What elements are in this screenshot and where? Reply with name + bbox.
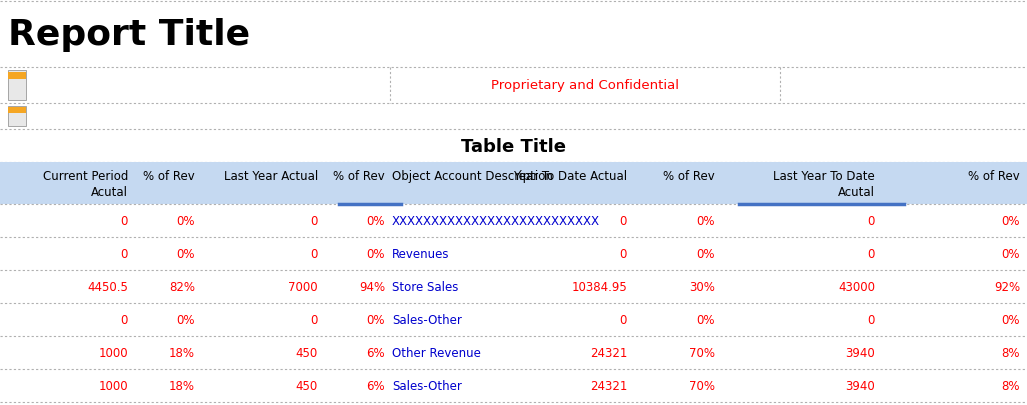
Bar (0, 162, 1027, 205)
Text: 10384.95: 10384.95 (571, 280, 627, 293)
Text: Current Period: Current Period (43, 170, 128, 183)
Text: 1000: 1000 (99, 346, 128, 359)
Bar (8, 108, 26, 114)
Text: 0%: 0% (696, 215, 715, 228)
Text: % of Rev: % of Rev (333, 170, 385, 183)
Text: 0: 0 (868, 247, 875, 260)
Text: 0: 0 (868, 215, 875, 228)
Text: 6%: 6% (367, 346, 385, 359)
Text: 0%: 0% (1001, 247, 1020, 260)
Text: 70%: 70% (689, 346, 715, 359)
Text: 0: 0 (310, 215, 318, 228)
Text: Acutal: Acutal (91, 185, 128, 198)
Text: Proprietary and Confidential: Proprietary and Confidential (491, 79, 679, 92)
Text: 18%: 18% (169, 346, 195, 359)
Bar (8, 73, 26, 80)
Text: 0%: 0% (177, 313, 195, 326)
Text: 82%: 82% (169, 280, 195, 293)
Text: 0: 0 (310, 313, 318, 326)
Text: 8%: 8% (1001, 346, 1020, 359)
Text: Sales-Other: Sales-Other (392, 313, 462, 326)
Text: Revenues: Revenues (392, 247, 450, 260)
Bar (8, 71, 26, 101)
Text: % of Rev: % of Rev (663, 170, 715, 183)
Text: Sales-Other: Sales-Other (392, 379, 462, 392)
Text: % of Rev: % of Rev (968, 170, 1020, 183)
Text: 0: 0 (120, 247, 128, 260)
Text: 8%: 8% (1001, 379, 1020, 392)
Text: 30%: 30% (689, 280, 715, 293)
Text: 450: 450 (296, 346, 318, 359)
Text: 0: 0 (619, 215, 627, 228)
Text: 450: 450 (296, 379, 318, 392)
Text: 18%: 18% (169, 379, 195, 392)
Text: 0%: 0% (696, 247, 715, 260)
Text: 0: 0 (310, 247, 318, 260)
Text: 92%: 92% (994, 280, 1020, 293)
Text: 24321: 24321 (589, 379, 627, 392)
Text: 0%: 0% (1001, 215, 1020, 228)
Text: 70%: 70% (689, 379, 715, 392)
Text: 0%: 0% (696, 313, 715, 326)
Text: Store Sales: Store Sales (392, 280, 458, 293)
Text: 0%: 0% (367, 247, 385, 260)
Text: XXXXXXXXXXXXXXXXXXXXXXXXXX: XXXXXXXXXXXXXXXXXXXXXXXXXX (392, 215, 600, 228)
Text: Report Title: Report Title (8, 18, 251, 52)
Text: Acutal: Acutal (838, 185, 875, 198)
Text: Other Revenue: Other Revenue (392, 346, 481, 359)
Text: 0: 0 (619, 247, 627, 260)
Text: 0: 0 (120, 313, 128, 326)
Text: % of Rev: % of Rev (143, 170, 195, 183)
Text: 43000: 43000 (838, 280, 875, 293)
Text: 0%: 0% (1001, 313, 1020, 326)
Text: 3940: 3940 (845, 346, 875, 359)
Text: 0%: 0% (367, 215, 385, 228)
Bar (8, 107, 26, 127)
Text: 0: 0 (619, 313, 627, 326)
Text: Last Year Actual: Last Year Actual (224, 170, 318, 183)
Text: 6%: 6% (367, 379, 385, 392)
Text: 0: 0 (120, 215, 128, 228)
Text: 3940: 3940 (845, 379, 875, 392)
Text: 0%: 0% (177, 247, 195, 260)
Text: 0%: 0% (177, 215, 195, 228)
Text: 0%: 0% (367, 313, 385, 326)
Text: 4450.5: 4450.5 (87, 280, 128, 293)
Text: 7000: 7000 (289, 280, 318, 293)
Text: Last Year To Date: Last Year To Date (773, 170, 875, 183)
Text: 1000: 1000 (99, 379, 128, 392)
Text: 94%: 94% (358, 280, 385, 293)
Text: 24321: 24321 (589, 346, 627, 359)
Text: 0: 0 (868, 313, 875, 326)
Text: Object Account Description: Object Account Description (392, 170, 553, 183)
Text: Year To Date Actual: Year To Date Actual (512, 170, 627, 183)
Text: Table Title: Table Title (461, 137, 566, 155)
